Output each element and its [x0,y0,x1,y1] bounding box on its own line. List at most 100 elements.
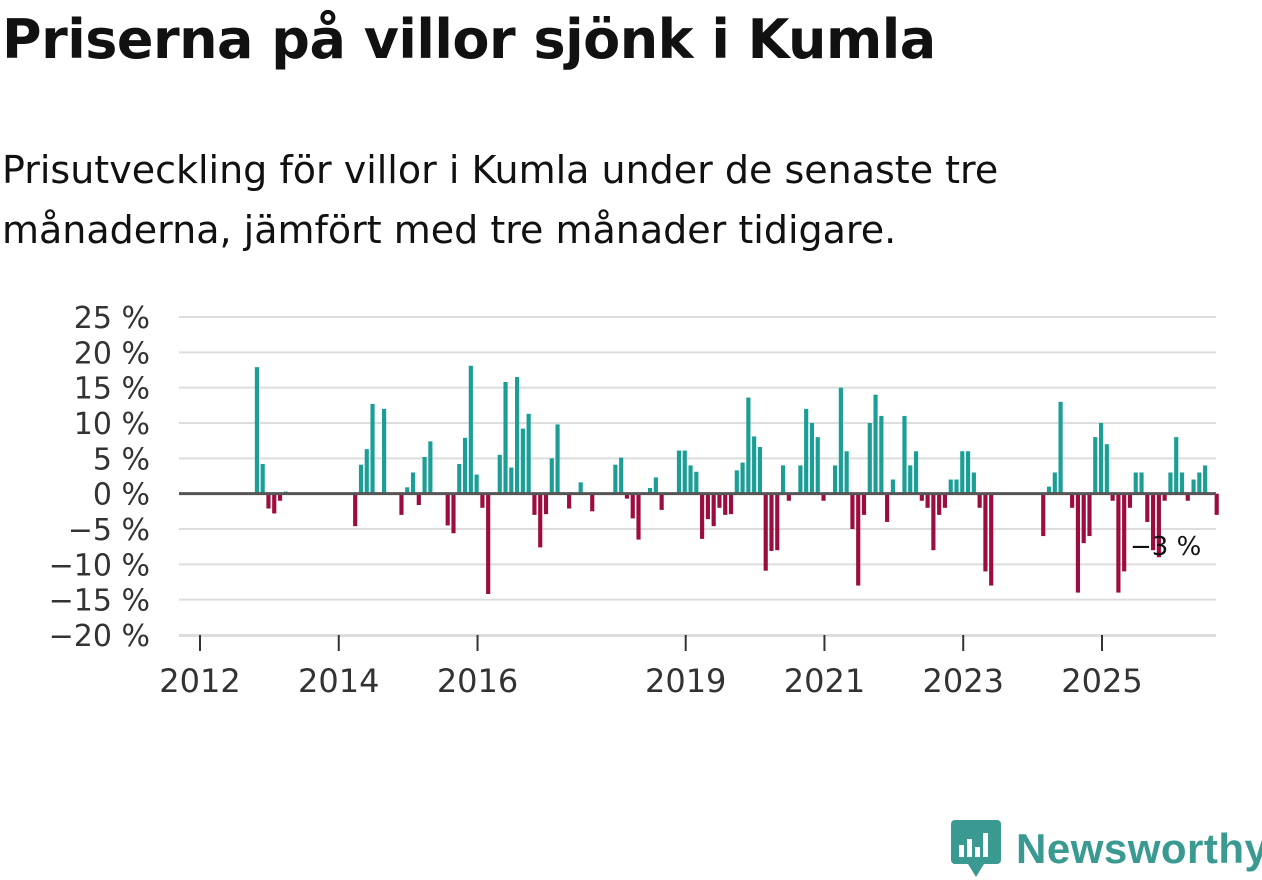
bar [1214,493,1219,515]
bar [815,437,820,494]
bar [746,397,751,494]
bar [1098,423,1104,494]
bar [942,493,948,508]
chart-title: Priserna på villor sjönk i Kumla [2,8,936,71]
brand-logo[interactable]: Newsworthy [950,818,1262,880]
bar [370,403,375,494]
bar [1087,493,1092,537]
newsworthy-logo-icon [951,820,1001,877]
bar [486,493,491,595]
bar [497,454,502,494]
bar [364,449,369,494]
bar [919,493,924,501]
bar [717,493,722,508]
bar [647,488,653,494]
bar [844,451,849,494]
bar [873,394,878,494]
bar [422,456,427,494]
bar [740,462,745,494]
bar [1104,444,1109,494]
bar [1041,493,1046,537]
bar [503,382,508,494]
y-tick-label: 10 % [74,407,150,442]
bar [809,423,815,494]
bar [619,457,624,494]
bar [578,482,583,494]
bar [902,415,907,494]
bar [861,493,867,515]
bar [948,479,953,494]
bar [682,450,687,494]
bar [266,493,271,509]
bar [757,447,763,494]
bar [567,493,572,509]
bar [399,493,404,515]
last-value-annotation: −3 % [1130,532,1201,562]
x-tick-label: 2012 [159,662,240,700]
bar [1046,486,1052,494]
bar [989,493,994,586]
bar [821,493,826,501]
bar [457,463,462,494]
bar [428,441,433,494]
bar [462,437,468,494]
bar [1151,493,1156,551]
bar [954,479,959,494]
bar [445,493,450,526]
bar [277,493,283,501]
bar [1203,465,1208,494]
bar [1145,493,1150,522]
bar [676,450,682,494]
bar [416,493,421,505]
bar-chart: 25 %20 %15 %10 %5 %0 %−5 %−10 %−15 %−20 … [49,301,1219,700]
bar [890,479,895,494]
bar [474,474,479,494]
bar [867,423,872,494]
bar [983,493,988,572]
bar [838,387,843,494]
bar [850,493,855,529]
bar [630,493,635,519]
bar [1093,437,1098,494]
bar [451,493,456,534]
bar [798,465,803,494]
y-tick-label: 20 % [74,336,150,371]
bar [410,472,416,494]
bar [515,377,520,494]
bar [1168,472,1173,494]
bar [1052,472,1057,494]
bar [856,493,861,586]
bar [965,451,971,494]
bar [358,464,364,494]
bar [925,493,930,508]
bar [532,493,537,515]
bar [382,408,387,494]
bar [977,493,982,508]
bar [1122,493,1127,572]
x-tick-label: 2023 [923,662,1004,700]
bar [480,493,485,508]
bar [734,470,739,494]
y-tick-label: −5 % [68,513,150,548]
bar [1075,493,1081,593]
bar [353,493,358,527]
bar [653,477,658,494]
bar [705,493,710,520]
bar [254,367,259,494]
y-axis-ticks: 25 %20 %15 %10 %5 %0 %−5 %−10 %−15 %−20 … [49,301,150,654]
bar [728,493,734,515]
bar [723,493,728,515]
x-axis-ticks: 2012 2014 2016 2019 2021 2023 2025 [159,635,1216,700]
y-tick-label: 5 % [93,442,150,477]
bar [1110,493,1115,501]
bar [780,465,786,494]
bar [775,493,780,551]
bar [520,428,525,494]
bar [1174,437,1179,494]
bar [538,493,543,548]
bar [960,451,965,494]
bar [272,493,277,514]
bar [1162,493,1167,501]
bar [1081,493,1086,544]
bar [711,493,716,527]
